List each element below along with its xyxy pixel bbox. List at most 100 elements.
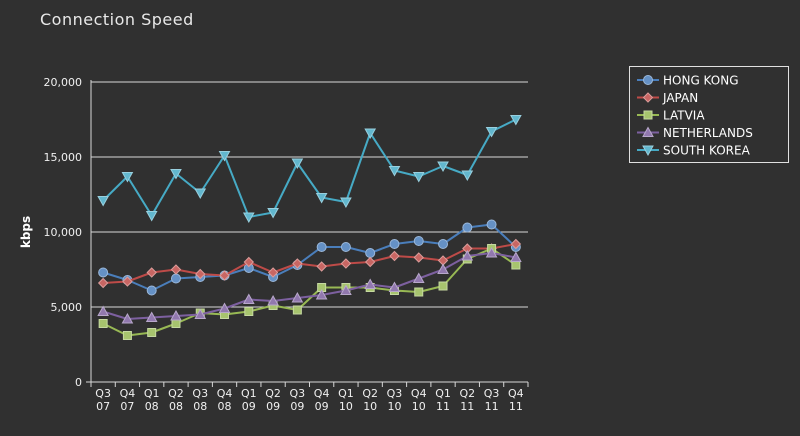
- x-tick-label: Q4 08: [217, 387, 233, 413]
- chart-title: Connection Speed: [40, 10, 194, 29]
- legend-marker-japan: [642, 92, 654, 103]
- x-tick-label: Q3 07: [95, 387, 111, 413]
- y-tick-label: 0: [75, 376, 82, 389]
- data-point-latvia: [438, 281, 448, 291]
- data-point-japan: [413, 252, 424, 263]
- data-point-netherlands: [315, 288, 328, 300]
- data-point-netherlands: [97, 305, 109, 316]
- data-point-hong-kong: [438, 239, 449, 249]
- data-point-japan: [389, 250, 400, 262]
- data-point-hong-kong: [389, 239, 400, 249]
- series-line-hong-kong: [102, 223, 517, 292]
- x-tick-label: Q3 11: [484, 387, 500, 413]
- data-point-south-korea: [97, 196, 109, 207]
- y-tick-label: 10,000: [44, 226, 83, 239]
- data-point-latvia: [147, 328, 157, 337]
- data-point-latvia: [122, 331, 132, 340]
- data-point-netherlands: [242, 293, 255, 304]
- x-tick-label: Q2 09: [265, 387, 281, 413]
- data-point-japan: [340, 258, 352, 269]
- legend-marker-latvia: [643, 110, 653, 120]
- legend-marker-netherlands: [642, 126, 654, 137]
- x-tick-label: Q1 09: [241, 387, 257, 413]
- data-point-japan: [510, 238, 522, 250]
- data-point-south-korea: [170, 169, 182, 180]
- data-point-hong-kong: [340, 242, 351, 252]
- legend-label-japan: JAPAN: [662, 91, 698, 105]
- x-tick-label: Q2 11: [459, 387, 475, 413]
- x-tick-label: Q2 08: [168, 387, 184, 413]
- data-point-south-korea: [412, 172, 425, 183]
- data-point-hong-kong: [462, 222, 473, 233]
- data-point-south-korea: [194, 188, 207, 200]
- data-point-japan: [170, 264, 182, 275]
- data-point-latvia: [292, 305, 302, 315]
- data-point-latvia: [414, 287, 424, 297]
- data-point-netherlands: [364, 278, 377, 289]
- data-point-south-korea: [437, 161, 449, 173]
- data-point-netherlands: [340, 284, 352, 295]
- data-point-japan: [243, 256, 255, 268]
- series-line-latvia: [102, 247, 517, 337]
- data-point-hong-kong: [316, 242, 327, 252]
- data-point-netherlands: [510, 251, 522, 262]
- data-point-japan: [364, 256, 376, 268]
- x-tick-label: Q1 08: [144, 387, 160, 413]
- data-point-japan: [146, 267, 157, 278]
- legend-marker-south-korea: [642, 145, 654, 157]
- data-point-netherlands: [485, 246, 498, 258]
- legend-label-netherlands: NETHERLANDS: [663, 126, 753, 140]
- data-point-hong-kong: [146, 285, 157, 296]
- data-point-netherlands: [388, 281, 401, 292]
- data-point-netherlands: [437, 263, 449, 274]
- data-point-hong-kong: [98, 267, 109, 278]
- y-tick-label: 20,000: [44, 76, 83, 89]
- data-point-latvia: [171, 319, 181, 328]
- data-point-hong-kong: [365, 248, 376, 258]
- y-axis-title: kbps: [19, 216, 33, 248]
- data-point-netherlands: [412, 272, 425, 283]
- data-point-netherlands: [170, 309, 182, 321]
- x-tick-label: Q3 09: [290, 387, 306, 413]
- series-line-netherlands: [102, 252, 517, 320]
- data-point-south-korea: [340, 197, 352, 209]
- data-point-south-korea: [510, 115, 522, 126]
- data-point-japan: [292, 258, 303, 269]
- data-point-japan: [316, 261, 327, 272]
- x-tick-label: Q2 10: [362, 387, 378, 413]
- data-point-japan: [195, 268, 206, 280]
- x-tick-label: Q1 11: [435, 387, 451, 413]
- y-tick-label: 15,000: [44, 151, 83, 164]
- data-point-south-korea: [388, 166, 401, 177]
- legend-label-south-korea: SOUTH KOREA: [663, 144, 751, 158]
- data-point-netherlands: [145, 311, 158, 322]
- data-point-south-korea: [121, 172, 134, 183]
- data-point-south-korea: [267, 208, 279, 219]
- x-tick-label: Q4 10: [411, 387, 427, 413]
- data-point-latvia: [244, 307, 254, 316]
- data-point-south-korea: [218, 151, 231, 162]
- data-point-hong-kong: [486, 219, 497, 230]
- x-tick-label: Q4 07: [120, 387, 136, 413]
- data-point-south-korea: [315, 193, 328, 204]
- data-point-hong-kong: [170, 273, 181, 284]
- data-point-japan: [97, 277, 109, 289]
- series-line-south-korea: [102, 118, 517, 218]
- x-tick-label: Q3 10: [387, 387, 403, 413]
- data-point-netherlands: [267, 294, 279, 306]
- x-tick-label: Q4 11: [508, 387, 524, 413]
- data-point-japan: [219, 270, 230, 281]
- x-tick-label: Q4 09: [314, 387, 330, 413]
- data-point-south-korea: [242, 212, 255, 224]
- data-point-netherlands: [461, 249, 474, 261]
- legend-marker-hong-kong: [643, 75, 653, 85]
- data-point-south-korea: [145, 211, 158, 222]
- data-point-japan: [267, 267, 279, 278]
- data-point-japan: [122, 276, 133, 287]
- data-point-south-korea: [291, 158, 304, 170]
- data-point-hong-kong: [413, 236, 424, 246]
- data-point-south-korea: [364, 128, 377, 140]
- y-tick-label: 5,000: [51, 301, 83, 314]
- data-point-south-korea: [461, 170, 474, 182]
